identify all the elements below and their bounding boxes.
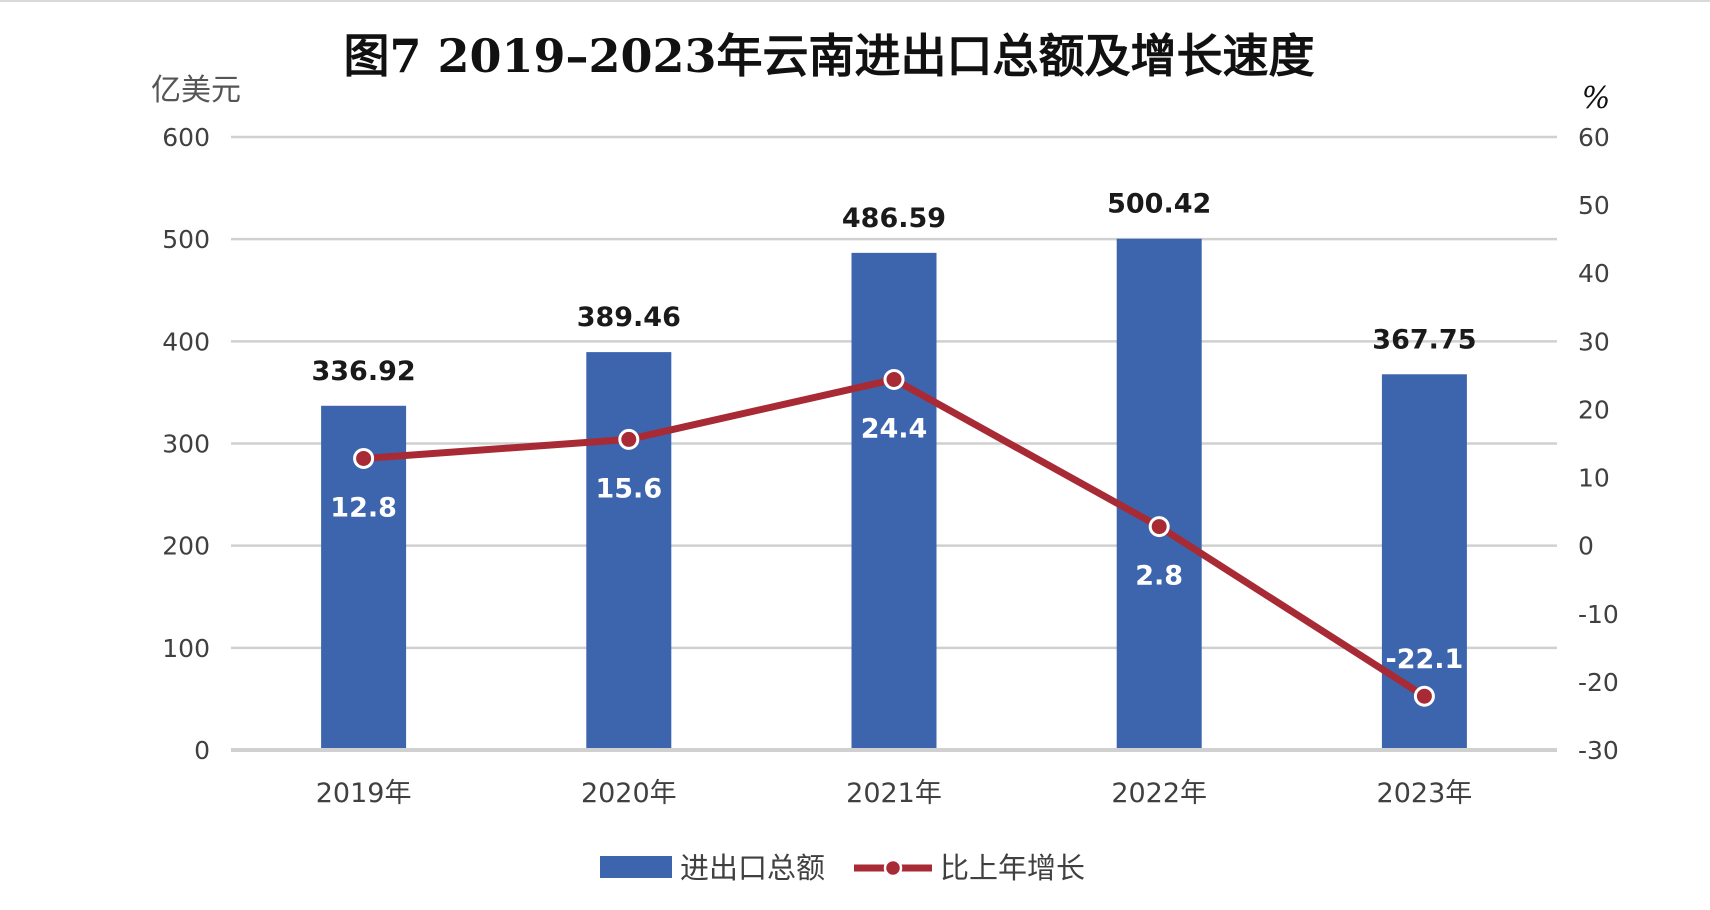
bar-value-label: 486.59 xyxy=(842,203,946,234)
left-tick-label: 300 xyxy=(162,430,210,459)
x-axis-ticks: 2019年 2020年 2021年 2022年 2023年 xyxy=(316,778,1473,809)
legend-line-marker xyxy=(883,858,903,878)
right-axis-ticks: 60 50 40 30 20 10 0 -10 -20 -30 xyxy=(1578,123,1619,765)
right-tick-label: 20 xyxy=(1578,395,1610,424)
x-tick-label: 2022年 xyxy=(1111,778,1207,809)
right-tick-label: -30 xyxy=(1578,736,1619,765)
right-axis-unit: % xyxy=(1582,81,1611,116)
x-tick-label: 2021年 xyxy=(846,778,942,809)
left-tick-label: 0 xyxy=(194,736,210,765)
bar xyxy=(586,352,672,750)
legend-bar-swatch xyxy=(600,856,672,878)
top-border xyxy=(0,0,1710,2)
line-marker xyxy=(883,368,905,390)
x-tick-label: 2023年 xyxy=(1377,778,1473,809)
legend-bar-label: 进出口总额 xyxy=(680,851,825,885)
line-value-label: -22.1 xyxy=(1385,644,1463,675)
right-tick-label: 50 xyxy=(1578,191,1610,220)
bar-value-label: 500.42 xyxy=(1107,189,1211,220)
left-tick-label: 400 xyxy=(162,327,210,356)
line-value-label: 12.8 xyxy=(330,492,397,523)
left-axis-ticks: 600 500 400 300 200 100 0 xyxy=(162,123,210,765)
bar-value-label: 389.46 xyxy=(577,302,681,333)
left-tick-label: 100 xyxy=(162,634,210,663)
legend-line-label: 比上年增长 xyxy=(940,851,1085,885)
right-tick-label: 0 xyxy=(1578,532,1594,561)
line-value-label: 2.8 xyxy=(1135,561,1183,592)
line-marker xyxy=(618,428,640,450)
line-value-label: 24.4 xyxy=(861,413,928,444)
bar-value-label: 336.92 xyxy=(311,356,415,387)
legend: 进出口总额 比上年增长 xyxy=(600,851,1085,885)
right-tick-label: -10 xyxy=(1578,600,1619,629)
left-axis-unit: 亿美元 xyxy=(151,73,241,108)
right-tick-label: 10 xyxy=(1578,464,1610,493)
x-tick-label: 2020年 xyxy=(581,778,677,809)
bar xyxy=(851,252,937,750)
x-tick-label: 2019年 xyxy=(316,778,412,809)
left-tick-label: 500 xyxy=(162,225,210,254)
line-marker xyxy=(353,447,375,469)
line-marker xyxy=(1413,685,1435,707)
grid-lines xyxy=(231,135,1557,650)
line-marker xyxy=(1148,516,1170,538)
left-tick-label: 600 xyxy=(162,123,210,152)
bar-value-label: 367.75 xyxy=(1372,324,1476,355)
bar xyxy=(1116,238,1202,751)
right-tick-label: 30 xyxy=(1578,327,1610,356)
right-tick-label: 60 xyxy=(1578,123,1610,152)
bar-series: 336.92 389.46 486.59 500.42 367.75 xyxy=(311,189,1477,751)
right-tick-label: 40 xyxy=(1578,259,1610,288)
left-tick-label: 200 xyxy=(162,532,210,561)
line-series: 12.8 15.6 24.4 2.8 -22.1 xyxy=(330,368,1463,707)
line-value-label: 15.6 xyxy=(595,473,662,504)
right-tick-label: -20 xyxy=(1578,668,1619,697)
chart-title: 图7 2019–2023年云南进出口总额及增长速度 xyxy=(343,29,1314,83)
